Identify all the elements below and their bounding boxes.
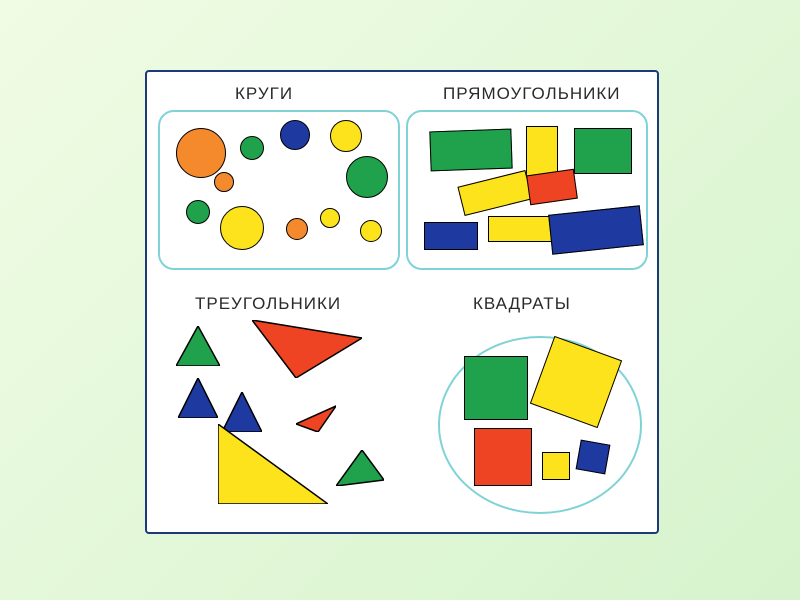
triangle-shape — [178, 378, 218, 418]
square-shape — [530, 336, 622, 428]
triangle-shape — [218, 424, 328, 504]
triangle-shape — [336, 450, 384, 486]
circle-shape — [214, 172, 234, 192]
triangle-shape — [252, 320, 362, 378]
triangle-shape — [176, 326, 220, 366]
circle-shape — [360, 220, 382, 242]
square-shape — [542, 452, 570, 480]
circle-shape — [240, 136, 264, 160]
circle-shape — [330, 120, 362, 152]
circle-shape — [320, 208, 340, 228]
circle-shape — [280, 120, 310, 150]
rectangle-shape — [429, 129, 512, 172]
circle-shape — [186, 200, 210, 224]
square-shape — [576, 440, 611, 475]
rectangle-shape — [526, 169, 578, 205]
rectangle-shape — [424, 222, 478, 250]
rectangle-shape — [548, 205, 644, 254]
square-shape — [474, 428, 532, 486]
square-shape — [464, 356, 528, 420]
circle-shape — [220, 206, 264, 250]
circle-shape — [346, 156, 388, 198]
circle-shape — [176, 128, 226, 178]
circle-shape — [286, 218, 308, 240]
rectangle-shape — [574, 128, 632, 174]
shapes-layer — [0, 0, 800, 600]
rectangle-shape — [457, 170, 532, 216]
